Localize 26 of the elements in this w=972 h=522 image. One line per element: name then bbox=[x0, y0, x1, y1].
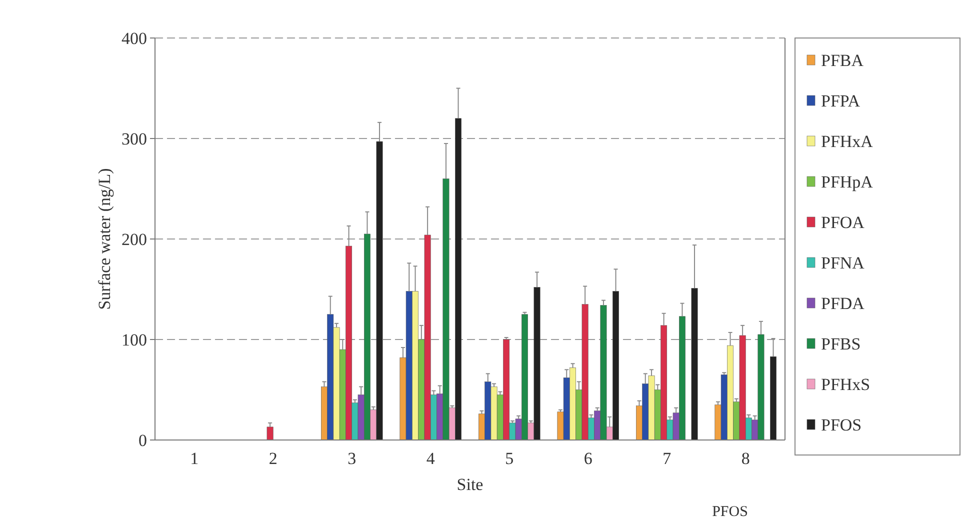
y-tick-label: 300 bbox=[122, 129, 147, 148]
legend-label: PFHpA bbox=[821, 172, 874, 192]
x-tick-label: 6 bbox=[584, 449, 592, 468]
x-tick-label: 7 bbox=[662, 449, 672, 468]
x-tick-label: 3 bbox=[348, 449, 356, 468]
legend-label: PFDA bbox=[821, 294, 866, 313]
x-tick-label: 2 bbox=[268, 449, 278, 468]
legend-label: PFBS bbox=[821, 334, 861, 354]
legend-label: PFOS bbox=[821, 415, 862, 434]
x-tick-label: 5 bbox=[505, 449, 514, 468]
legend-label: PFBA bbox=[821, 50, 864, 70]
y-axis-title: Surface water (ng/L) bbox=[95, 168, 114, 310]
legend-label: PFOA bbox=[821, 212, 866, 232]
legend-label: PFPA bbox=[821, 91, 861, 110]
x-axis-title: Site bbox=[456, 475, 484, 494]
legend-label: PFHxS bbox=[821, 374, 870, 394]
y-tick-label: 0 bbox=[138, 430, 147, 450]
x-tick-label: 8 bbox=[741, 449, 750, 468]
y-tick-label: 200 bbox=[122, 230, 147, 249]
text: PFOS bbox=[712, 504, 748, 520]
legend-label: PFHxA bbox=[821, 132, 874, 151]
y-tick-label: 100 bbox=[122, 330, 147, 350]
x-tick-label: 1 bbox=[190, 449, 199, 468]
legend-label: PFNA bbox=[821, 253, 866, 272]
x-tick-label: 4 bbox=[426, 449, 436, 468]
y-tick-label: 400 bbox=[122, 28, 147, 48]
